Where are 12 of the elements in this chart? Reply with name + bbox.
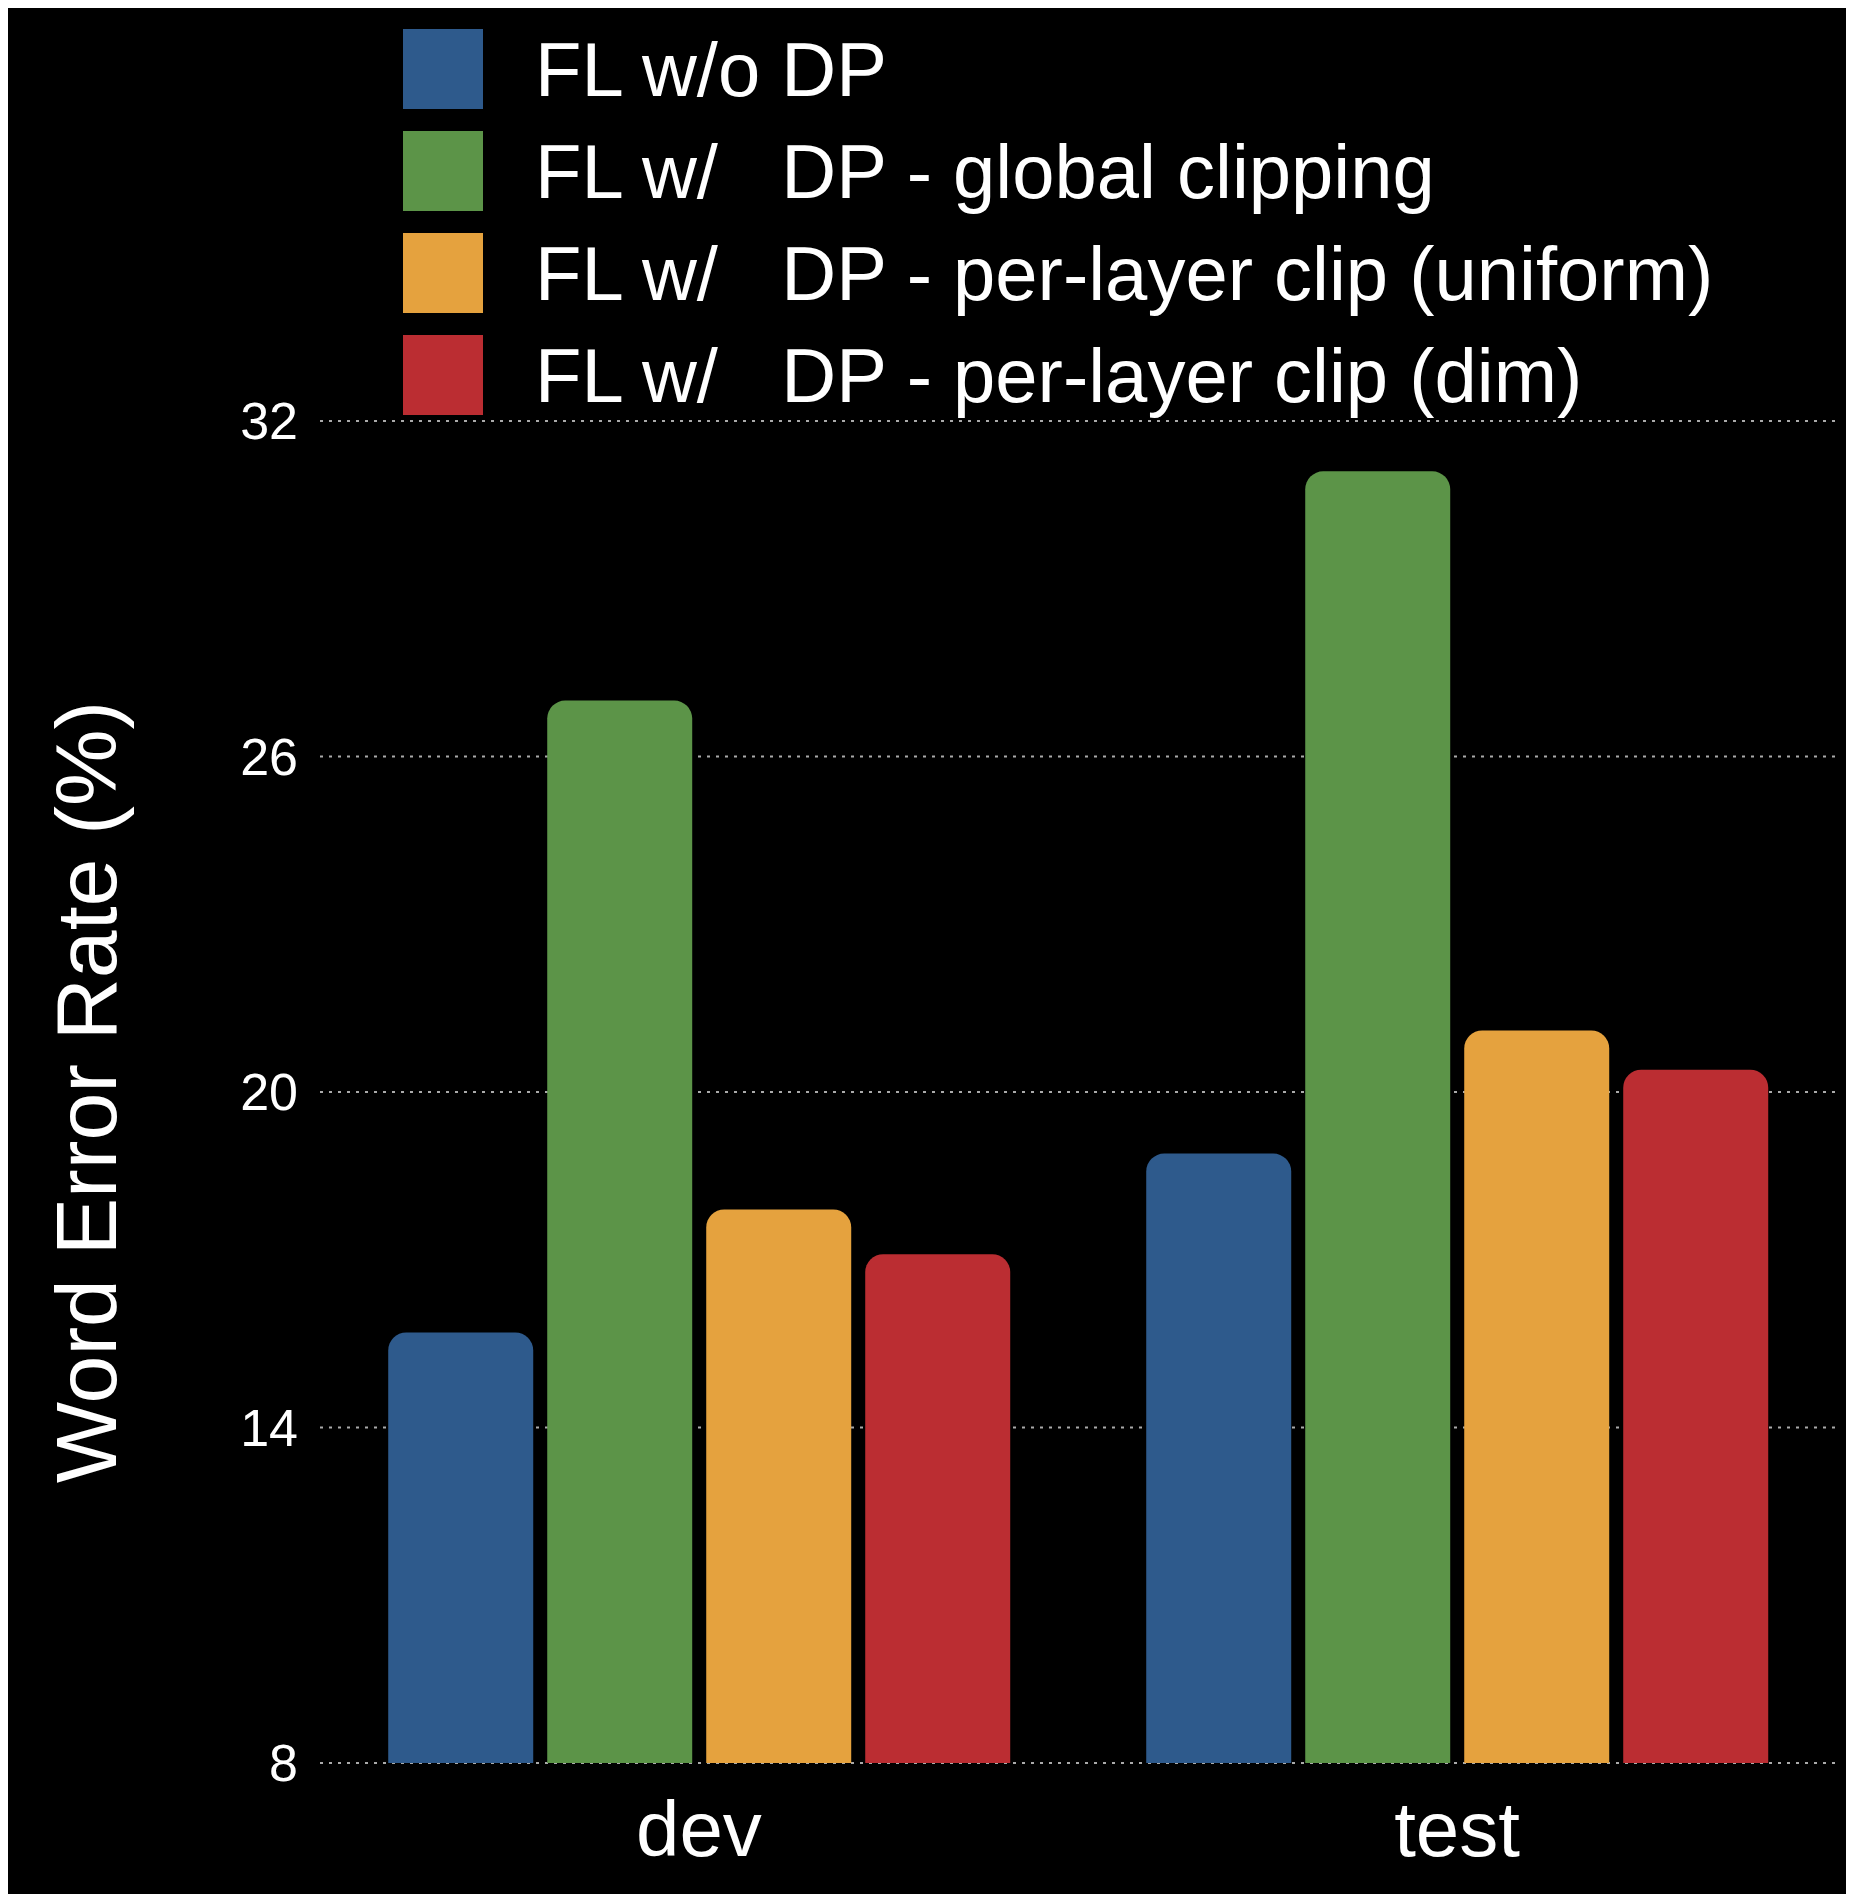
y-tick-label: 32 <box>240 392 298 451</box>
y-tick-label: 26 <box>240 727 298 786</box>
x-tick-label: dev <box>636 1785 762 1874</box>
legend-label: FL w/ DP - global clipping <box>535 127 1435 215</box>
legend-label: FL w/ DP - per-layer clip (dim) <box>535 331 1583 419</box>
y-tick-label: 20 <box>240 1063 298 1122</box>
y-tick-label: 8 <box>269 1734 298 1793</box>
y-axis-title: Word Error Rate (%) <box>37 700 134 1484</box>
legend-label: FL w/o DP <box>535 25 887 113</box>
legend-label: FL w/ DP - per-layer clip (uniform) <box>535 229 1714 317</box>
y-tick-label: 14 <box>240 1398 298 1457</box>
x-tick-label: test <box>1394 1785 1521 1874</box>
